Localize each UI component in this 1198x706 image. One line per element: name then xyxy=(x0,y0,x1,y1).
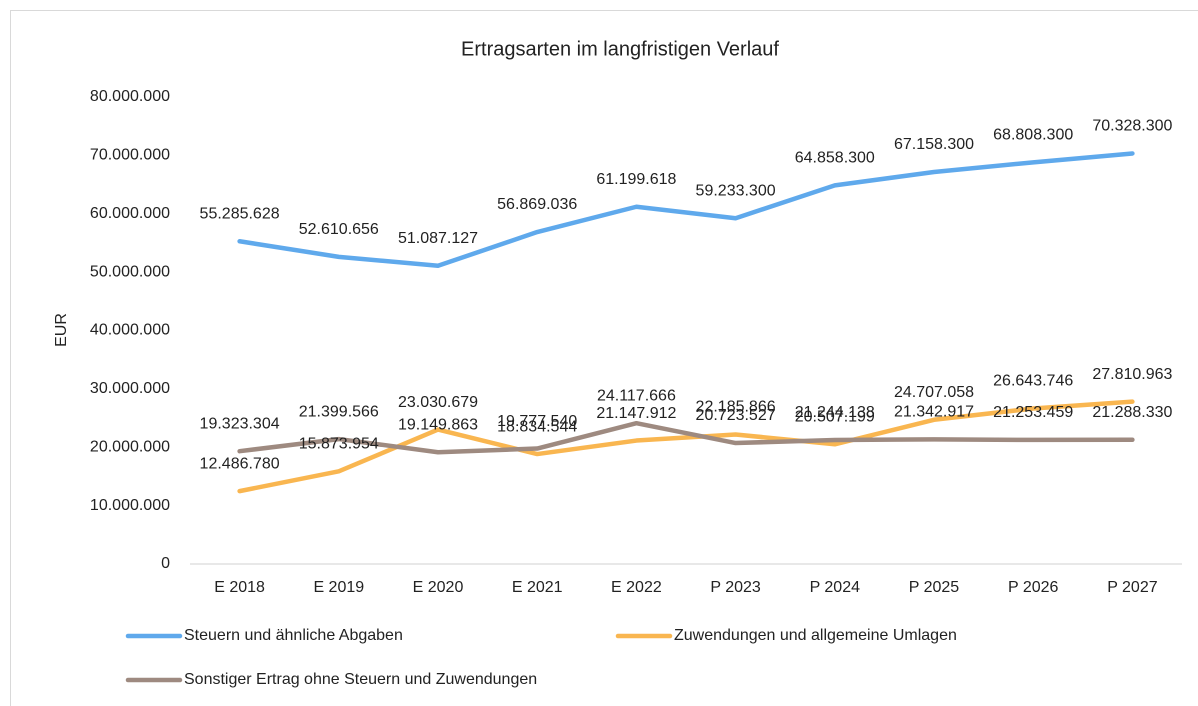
legend-label: Zuwendungen und allgemeine Umlagen xyxy=(674,627,957,644)
data-label: 24.707.058 xyxy=(894,384,974,401)
y-tick-label: 0 xyxy=(161,555,170,572)
data-label: 19.323.304 xyxy=(200,415,280,432)
x-tick-label: E 2018 xyxy=(214,579,265,596)
data-label: 68.808.300 xyxy=(993,127,1073,144)
data-label: 56.869.036 xyxy=(497,196,577,213)
y-tick-label: 60.000.000 xyxy=(90,205,170,222)
y-tick-label: 50.000.000 xyxy=(90,263,170,280)
data-label: 67.158.300 xyxy=(894,136,974,153)
x-tick-label: P 2025 xyxy=(909,579,960,596)
data-label: 18.834.544 xyxy=(497,418,577,435)
x-tick-label: P 2026 xyxy=(1008,579,1059,596)
data-label: 21.288.330 xyxy=(1092,404,1172,421)
x-tick-label: P 2023 xyxy=(710,579,761,596)
data-label: 21.147.912 xyxy=(596,405,676,422)
data-label: 21.342.917 xyxy=(894,404,974,421)
x-tick-label: E 2020 xyxy=(413,579,464,596)
data-label: 55.285.628 xyxy=(200,205,280,222)
x-tick-label: P 2024 xyxy=(810,579,861,596)
data-label: 23.030.679 xyxy=(398,394,478,411)
data-label: 27.810.963 xyxy=(1092,366,1172,383)
data-label: 20.507.199 xyxy=(795,409,875,426)
y-tick-label: 30.000.000 xyxy=(90,380,170,397)
data-label: 26.643.746 xyxy=(993,373,1073,390)
y-tick-label: 70.000.000 xyxy=(90,147,170,164)
x-tick-label: P 2027 xyxy=(1107,579,1158,596)
y-tick-label: 80.000.000 xyxy=(90,88,170,105)
chart-frame xyxy=(10,10,1198,706)
legend-label: Steuern und ähnliche Abgaben xyxy=(184,627,403,644)
data-label: 21.244.138 xyxy=(795,404,875,421)
series-line xyxy=(237,151,1135,269)
x-tick-label: E 2022 xyxy=(611,579,662,596)
data-label: 52.610.656 xyxy=(299,221,379,238)
y-tick-label: 10.000.000 xyxy=(90,497,170,514)
data-label: 12.486.780 xyxy=(200,455,280,472)
data-label: 24.117.666 xyxy=(597,387,676,404)
data-label: 22.185.866 xyxy=(696,399,776,416)
data-label: 70.328.300 xyxy=(1092,118,1172,135)
data-label: 64.858.300 xyxy=(795,150,875,167)
chart-title: Ertragsarten im langfristigen Verlauf xyxy=(461,38,779,60)
x-tick-label: E 2019 xyxy=(313,579,364,596)
y-tick-label: 20.000.000 xyxy=(90,438,170,455)
data-label: 61.199.618 xyxy=(596,171,676,188)
data-label: 20.723.527 xyxy=(696,407,776,424)
y-axis-label: EUR xyxy=(53,313,70,347)
x-tick-label: E 2021 xyxy=(512,579,563,596)
data-label: 15.873.954 xyxy=(299,436,379,453)
data-label: 59.233.300 xyxy=(696,182,776,199)
data-label: 21.253.459 xyxy=(993,404,1073,421)
data-label: 19.149.863 xyxy=(398,416,478,433)
series-line xyxy=(237,399,1135,494)
data-label: 19.777.540 xyxy=(497,413,577,430)
data-label: 21.399.566 xyxy=(299,403,379,420)
data-label: 51.087.127 xyxy=(398,230,478,247)
series-line xyxy=(237,420,1135,455)
y-tick-label: 40.000.000 xyxy=(90,322,170,339)
legend-label: Sonstiger Ertrag ohne Steuern und Zuwend… xyxy=(184,671,537,688)
